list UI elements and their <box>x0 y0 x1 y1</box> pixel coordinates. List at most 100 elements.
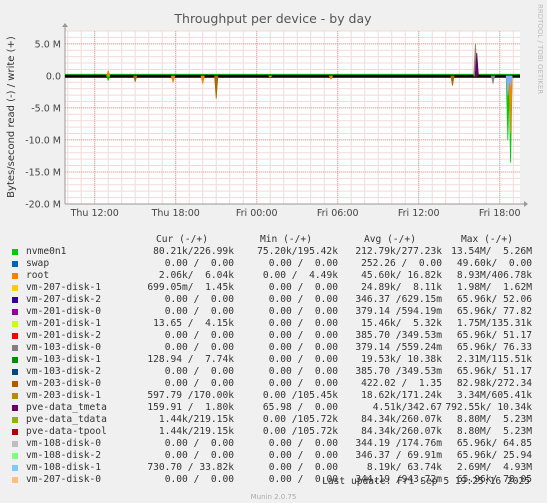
plot-area <box>65 31 520 204</box>
y-tick-label: 5.0 M <box>35 39 61 50</box>
legend-swatch <box>12 297 18 303</box>
legend-avg: 8.19k/ 63.74k <box>366 462 442 473</box>
legend-min: 0.00 /105.72k <box>262 414 338 425</box>
legend-min: 0.00 / 0.00 <box>268 306 338 317</box>
legend-swatch <box>12 393 18 399</box>
legend-max: 8.80M/ 5.23M <box>456 426 532 437</box>
legend-avg: 346.37 /629.15m <box>355 294 442 305</box>
legend-avg: 252.26 / 0.00 <box>361 258 442 269</box>
legend-avg: 45.60k/ 16.82k <box>361 270 442 281</box>
legend-min: 0.00 / 0.00 <box>268 342 338 353</box>
munin-version: Munin 2.0.75 <box>250 493 297 501</box>
legend-min: 0.00 / 0.00 <box>268 258 338 269</box>
legend-avg: 379.14 /559.24m <box>355 342 442 353</box>
legend-max: 13.54M/ 5.26M <box>451 246 532 257</box>
legend-swatch <box>12 357 18 363</box>
legend-cur: 0.00 / 0.00 <box>164 306 234 317</box>
y-axis-label: Bytes/second read (-) / write (+) <box>6 36 17 198</box>
series-spike <box>106 70 111 77</box>
legend-cur: 0.00 / 0.00 <box>164 450 234 461</box>
legend-row: pve-data_tdata 1.44k/219.15k 0.00 /105.72k… <box>12 414 532 426</box>
legend-avg: 344.19 /943.72m <box>355 474 442 485</box>
y-tick-label: 0.0 <box>46 71 61 82</box>
legend-min: 0.00 / 0.00 <box>268 366 338 377</box>
legend-row: nvme0n1 80.21k/226.99k 75.20k/195.42k 212.7… <box>12 246 532 258</box>
legend-cur: 0.00 / 0.00 <box>164 294 234 305</box>
legend-row: vm-201-disk-2 0.00 / 0.00 0.00 / 0.00 385.7… <box>12 330 532 342</box>
legend-max: 792.55k/ 10.34k <box>445 402 532 413</box>
legend-name: pve-data_tdata <box>26 414 107 425</box>
grid <box>65 30 520 205</box>
legend-swatch <box>12 405 18 411</box>
legend-max: 2.69M/ 4.93M <box>456 462 532 473</box>
legend-cur: 0.00 / 0.00 <box>164 378 234 389</box>
legend-cur: 1.44k/219.15k <box>158 414 234 425</box>
legend-name: vm-203-disk-1 <box>26 390 102 401</box>
legend-header: Cur (-/+) Min (-/+) Avg (-/+) Max (-/+) <box>12 234 513 246</box>
x-tick-label: Fri 06:00 <box>317 208 359 219</box>
legend-row: vm-108-disk-1 730.70 / 33.82k 0.00 / 0.00 8… <box>12 462 532 474</box>
legend-min: 0.00 / 0.00 <box>268 330 338 341</box>
legend-name: vm-201-disk-0 <box>26 306 102 317</box>
legend-row: vm-201-disk-1 13.65 / 4.15k 0.00 / 0.00 15.… <box>12 318 532 330</box>
legend-name: vm-108-disk-0 <box>26 438 102 449</box>
legend-name: vm-103-disk-2 <box>26 366 102 377</box>
legend-max: 82.98k/272.34 <box>456 378 532 389</box>
legend-row: root 2.06k/ 6.04k 0.00 / 4.49k 45.60k/ 16.8… <box>12 270 532 282</box>
legend-avg: 385.70 /349.53m <box>355 366 442 377</box>
legend-name: vm-108-disk-1 <box>26 462 102 473</box>
legend-min: 65.98 / 0.00 <box>262 402 338 413</box>
legend-cur: 159.91 / 1.80k <box>147 402 234 413</box>
legend-swatch <box>12 381 18 387</box>
chart: 5.0 M 0.0 -5.0 M -10.0 M -15.0 M -20.0 M Thu 1… <box>6 4 544 219</box>
legend-max: 1.75M/135.31k <box>456 318 532 329</box>
legend-min: 75.20k/195.42k <box>257 246 338 257</box>
legend-header-min: Min (-/+) <box>260 234 312 245</box>
x-tick-label: Fri 12:00 <box>398 208 440 219</box>
series-spike <box>474 53 479 77</box>
legend-avg: 4.51k/342.67 <box>372 402 442 413</box>
legend-swatch <box>12 417 18 423</box>
legend-max: 8.80M/ 5.23M <box>456 414 532 425</box>
legend-max: 1.98M/ 1.62M <box>456 282 532 293</box>
legend-swatch <box>12 345 18 351</box>
series-spike <box>508 75 513 86</box>
legend-row: swap 0.00 / 0.00 0.00 / 0.00 252.26 / 0.00 4… <box>12 258 532 270</box>
legend-avg: 19.53k/ 10.38k <box>361 354 442 365</box>
legend-swatch <box>12 369 18 375</box>
chart-title: Throughput per device - by day <box>173 11 372 26</box>
legend-row: vm-203-disk-0 0.00 / 0.00 0.00 / 0.00 422.0… <box>12 378 532 390</box>
legend-table: Cur (-/+) Min (-/+) Avg (-/+) Max (-/+) … <box>12 234 532 486</box>
legend-avg: 212.79k/277.23k <box>355 246 442 257</box>
legend-name: vm-207-disk-0 <box>26 474 102 485</box>
legend-min: 0.00 / 4.49k <box>262 270 338 281</box>
x-tick-label: Thu 12:00 <box>70 208 119 219</box>
legend-row: pve-data_tmeta 159.91 / 1.80k 65.98 / 0.00… <box>12 402 532 414</box>
legend-swatch <box>12 261 18 267</box>
legend-name: swap <box>26 258 50 269</box>
legend-name: vm-203-disk-0 <box>26 378 102 389</box>
series-spike <box>490 75 495 84</box>
legend-swatch <box>12 333 18 339</box>
legend-row: vm-108-disk-2 0.00 / 0.00 0.00 / 0.00 346.3… <box>12 450 532 462</box>
legend-row: vm-207-disk-1 699.05m/ 1.45k 0.00 / 0.00 24… <box>12 282 532 294</box>
legend-swatch <box>12 273 18 279</box>
legend-swatch <box>12 429 18 435</box>
legend-name: vm-207-disk-1 <box>26 282 102 293</box>
legend-avg: 15.46k/ 5.32k <box>361 318 442 329</box>
series-spike <box>268 75 273 78</box>
y-tick-label: -20.0 M <box>25 200 61 211</box>
legend-cur: 0.00 / 0.00 <box>164 438 234 449</box>
legend-row: vm-201-disk-0 0.00 / 0.00 0.00 / 0.00 379.1… <box>12 306 532 318</box>
legend-max: 65.96k/ 51.17 <box>456 366 532 377</box>
legend-cur: 699.05m/ 1.45k <box>147 282 234 293</box>
series-spike <box>214 75 219 99</box>
legend-row: vm-207-disk-0 0.00 / 0.00 0.00 / 0.00 344.1… <box>12 474 532 486</box>
legend-max: 65.96k/ 76.33 <box>456 342 532 353</box>
legend-rows: nvme0n1 80.21k/226.99k 75.20k/195.42k 212.7… <box>12 246 532 486</box>
legend-name: nvme0n1 <box>26 246 67 257</box>
legend-cur: 0.00 / 0.00 <box>164 330 234 341</box>
legend-swatch <box>12 285 18 291</box>
series-spike <box>328 75 333 80</box>
legend-name: pve-data-tpool <box>26 426 107 437</box>
